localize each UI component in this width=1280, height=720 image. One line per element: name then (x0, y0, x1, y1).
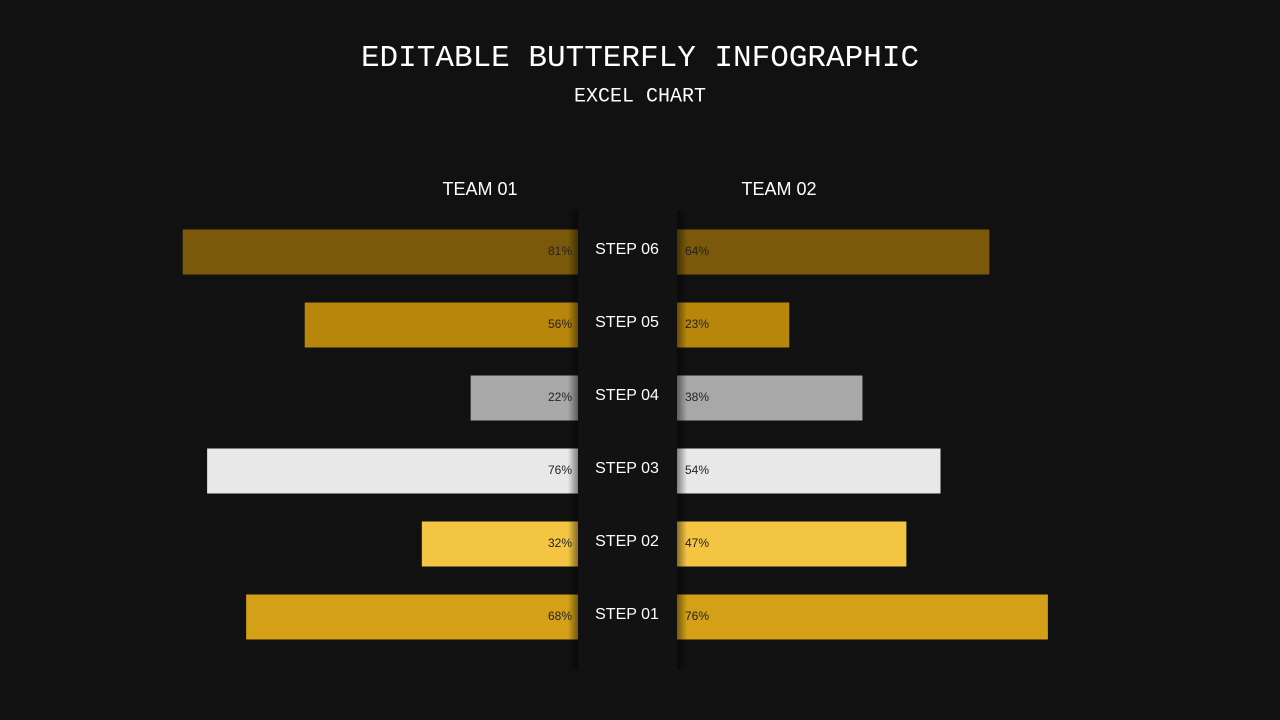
value-label: 32% (548, 536, 572, 550)
value-label: 22% (548, 390, 572, 404)
value-label: 54% (685, 463, 709, 477)
chart-title: EDITABLE BUTTERFLY INFOGRAPHIC (361, 41, 919, 76)
value-label: 76% (685, 609, 709, 623)
bar (677, 302, 790, 348)
category-label: STEP 05 (595, 314, 659, 331)
bar (677, 229, 990, 275)
shadow (568, 210, 578, 670)
value-label: 76% (548, 463, 572, 477)
center-column (578, 210, 677, 670)
bar (677, 521, 907, 567)
bar (182, 229, 578, 275)
category-label: STEP 01 (595, 606, 659, 623)
bar (470, 375, 578, 421)
value-label: 81% (548, 244, 572, 258)
value-label: 56% (548, 317, 572, 331)
chart-subtitle: EXCEL CHART (574, 85, 706, 108)
legend-label: TEAM 01 (442, 179, 517, 199)
bar (246, 594, 578, 640)
value-label: 38% (685, 390, 709, 404)
category-label: STEP 02 (595, 533, 659, 550)
bars (182, 229, 1048, 640)
value-label: 64% (685, 244, 709, 258)
value-label: 23% (685, 317, 709, 331)
labels: TEAM 01 TEAM 02 STEP 06 81% 64% STEP 05 56% 23%… (442, 179, 816, 623)
category-label: STEP 03 (595, 460, 659, 477)
bar (677, 594, 1048, 640)
category-label: STEP 06 (595, 241, 659, 258)
bar (677, 448, 941, 494)
bar (207, 448, 578, 494)
legend-label: TEAM 02 (741, 179, 816, 199)
bar (677, 375, 863, 421)
value-label: 47% (685, 536, 709, 550)
bar (421, 521, 578, 567)
shadow (677, 210, 687, 670)
bar (304, 302, 578, 348)
value-label: 68% (548, 609, 572, 623)
category-label: STEP 04 (595, 387, 659, 404)
